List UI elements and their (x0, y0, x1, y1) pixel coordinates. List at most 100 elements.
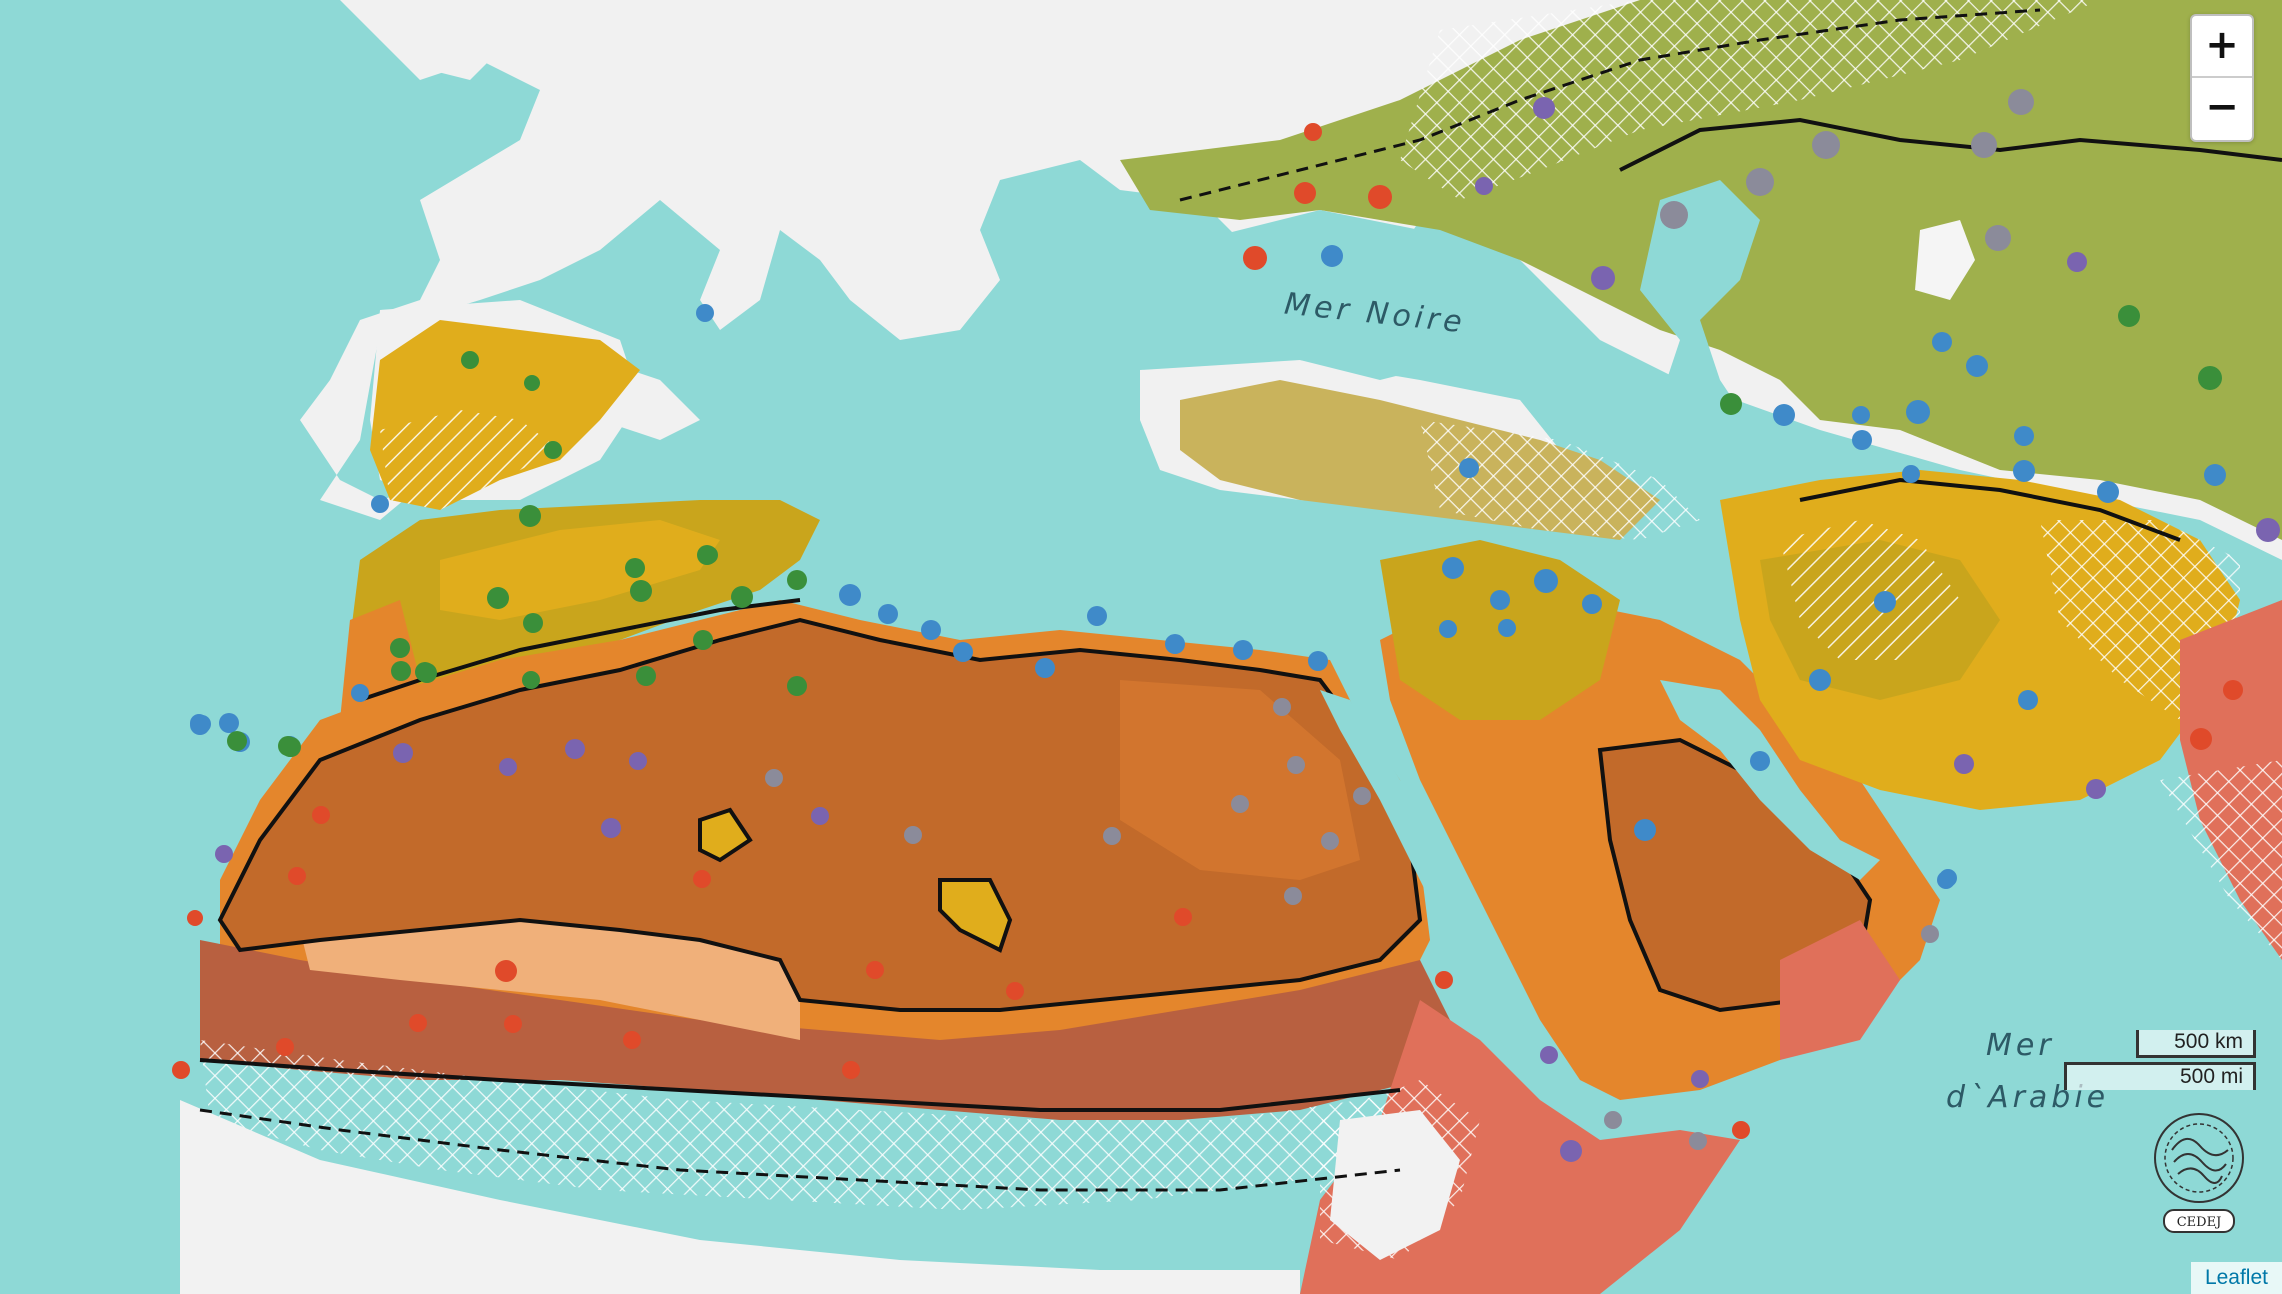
station-point[interactable] (1720, 393, 1742, 415)
station-point[interactable] (390, 638, 410, 658)
station-point[interactable] (1954, 754, 1974, 774)
station-point[interactable] (1165, 634, 1185, 654)
station-point[interactable] (700, 546, 718, 564)
station-point[interactable] (1932, 332, 1952, 352)
station-point[interactable] (409, 1014, 427, 1032)
station-point[interactable] (921, 620, 941, 640)
station-point[interactable] (190, 715, 210, 735)
station-point[interactable] (1902, 465, 1920, 483)
station-point[interactable] (371, 495, 389, 513)
station-point[interactable] (2013, 460, 2035, 482)
station-point[interactable] (623, 1031, 641, 1049)
station-point[interactable] (1732, 1121, 1750, 1139)
station-point[interactable] (1174, 908, 1192, 926)
station-point[interactable] (1534, 569, 1558, 593)
station-point[interactable] (601, 818, 621, 838)
station-point[interactable] (2190, 728, 2212, 750)
station-point[interactable] (2204, 464, 2226, 486)
station-point[interactable] (1233, 640, 1253, 660)
station-point[interactable] (1906, 400, 1930, 424)
station-point[interactable] (2223, 680, 2243, 700)
station-point[interactable] (1540, 1046, 1558, 1064)
station-point[interactable] (1852, 406, 1870, 424)
station-point[interactable] (461, 351, 479, 369)
station-point[interactable] (2198, 366, 2222, 390)
station-point[interactable] (187, 910, 203, 926)
station-point[interactable] (519, 505, 541, 527)
station-point[interactable] (393, 743, 413, 763)
station-point[interactable] (696, 304, 714, 322)
station-points[interactable] (172, 89, 2280, 1162)
station-point[interactable] (787, 570, 807, 590)
station-point[interactable] (1243, 246, 1267, 270)
station-point[interactable] (1812, 131, 1840, 159)
station-point[interactable] (1560, 1140, 1582, 1162)
station-point[interactable] (1498, 619, 1516, 637)
station-point[interactable] (904, 826, 922, 844)
station-point[interactable] (1475, 177, 1493, 195)
station-point[interactable] (1746, 168, 1774, 196)
station-point[interactable] (523, 613, 543, 633)
station-point[interactable] (2067, 252, 2087, 272)
station-point[interactable] (1308, 651, 1328, 671)
station-point[interactable] (953, 642, 973, 662)
station-point[interactable] (1459, 458, 1479, 478)
station-point[interactable] (544, 441, 562, 459)
station-point[interactable] (524, 375, 540, 391)
station-point[interactable] (1304, 123, 1322, 141)
station-point[interactable] (1852, 430, 1872, 450)
station-point[interactable] (215, 845, 233, 863)
station-point[interactable] (504, 1015, 522, 1033)
station-point[interactable] (731, 586, 753, 608)
station-point[interactable] (1691, 1070, 1709, 1088)
station-point[interactable] (487, 587, 509, 609)
station-point[interactable] (1103, 827, 1121, 845)
station-point[interactable] (1490, 590, 1510, 610)
station-point[interactable] (1368, 185, 1392, 209)
station-point[interactable] (693, 630, 713, 650)
station-point[interactable] (1689, 1132, 1707, 1150)
station-point[interactable] (787, 676, 807, 696)
station-point[interactable] (288, 867, 306, 885)
station-point[interactable] (565, 739, 585, 759)
station-point[interactable] (2086, 779, 2106, 799)
station-point[interactable] (499, 758, 517, 776)
station-point[interactable] (1294, 182, 1316, 204)
station-point[interactable] (839, 584, 861, 606)
station-point[interactable] (1809, 669, 1831, 691)
station-point[interactable] (842, 1061, 860, 1079)
station-point[interactable] (2118, 305, 2140, 327)
station-point[interactable] (1284, 887, 1302, 905)
station-point[interactable] (1773, 404, 1795, 426)
station-point[interactable] (866, 961, 884, 979)
station-point[interactable] (1591, 266, 1615, 290)
station-point[interactable] (636, 666, 656, 686)
station-point[interactable] (1035, 658, 1055, 678)
station-point[interactable] (1533, 97, 1555, 119)
station-point[interactable] (276, 1038, 294, 1056)
station-point[interactable] (1874, 591, 1896, 613)
station-point[interactable] (1006, 982, 1024, 1000)
station-point[interactable] (391, 661, 411, 681)
station-point[interactable] (522, 671, 540, 689)
leaflet-link[interactable]: Leaflet (2204, 1266, 2268, 1289)
station-point[interactable] (1087, 606, 1107, 626)
station-point[interactable] (811, 807, 829, 825)
station-point[interactable] (1353, 787, 1371, 805)
station-point[interactable] (172, 1061, 190, 1079)
station-point[interactable] (1750, 751, 1770, 771)
station-point[interactable] (1273, 698, 1291, 716)
station-point[interactable] (2256, 518, 2280, 542)
station-point[interactable] (765, 769, 783, 787)
station-point[interactable] (1966, 355, 1988, 377)
station-point[interactable] (1287, 756, 1305, 774)
station-point[interactable] (625, 558, 645, 578)
station-point[interactable] (351, 684, 369, 702)
station-point[interactable] (629, 752, 647, 770)
station-point[interactable] (1435, 971, 1453, 989)
station-point[interactable] (1660, 201, 1688, 229)
station-point[interactable] (2014, 426, 2034, 446)
station-point[interactable] (2008, 89, 2034, 115)
